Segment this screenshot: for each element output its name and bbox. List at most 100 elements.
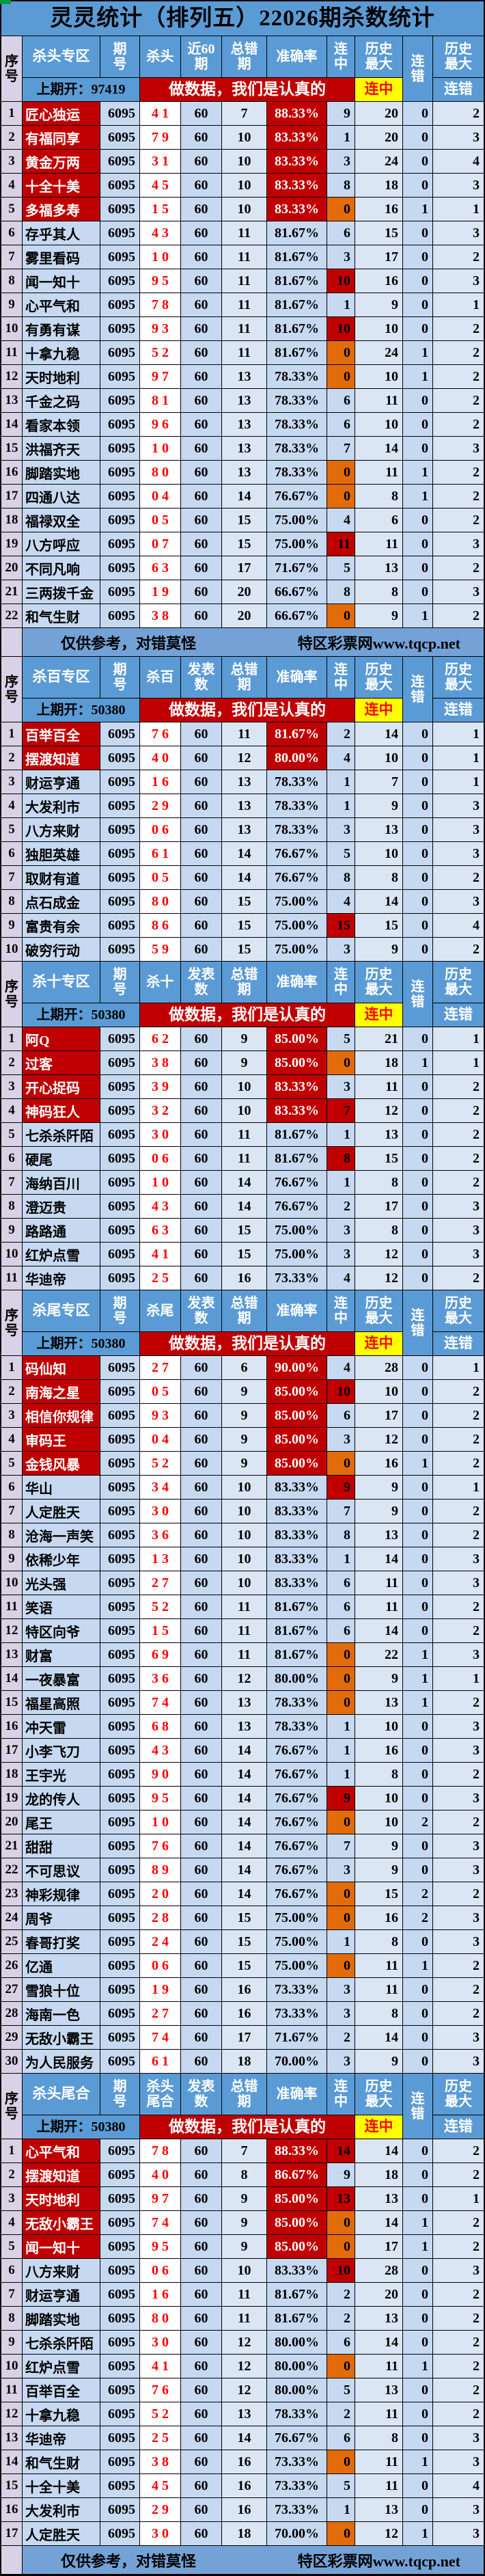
max-miss-streak: 3 (433, 221, 484, 245)
max-hit-streak: 8 (355, 866, 403, 890)
miss-streak: 0 (403, 1500, 433, 1523)
miss-streak: 0 (403, 1978, 433, 2002)
table-row: 19 龙的传人 6095 9 5 60 14 76.67% 9 10 0 3 (1, 1787, 484, 1811)
published-count: 60 (181, 2187, 222, 2211)
accuracy-rate: 78.33% (267, 413, 327, 437)
miss-streak: 0 (403, 2259, 433, 2283)
period-value: 6095 (100, 1882, 140, 1906)
hit-streak: 1 (327, 794, 355, 818)
col-header-miss-streak: 连 错 (403, 36, 433, 102)
last-draw-label: 上期开：50380 (23, 699, 140, 722)
accuracy-rate: 76.67% (267, 1763, 327, 1787)
hit-streak: 6 (327, 1404, 355, 1428)
max-miss-streak: 2 (433, 1595, 484, 1619)
table-row: 3 天时地利 6095 9 7 60 9 85.00% 13 13 0 1 (1, 2187, 484, 2211)
hit-streak: 2 (327, 2283, 355, 2307)
total-errors: 13 (222, 818, 267, 842)
published-count: 60 (181, 293, 222, 317)
col-header-published: 发表 数 (181, 1290, 222, 1332)
published-count: 60 (181, 842, 222, 866)
total-errors: 15 (222, 1219, 267, 1243)
table-row: 1 阿Q 6095 6 2 60 9 85.00% 5 21 0 1 (1, 1027, 484, 1051)
total-errors: 15 (222, 1906, 267, 1930)
col-header-total-errors: 总错 期 (222, 962, 267, 1003)
table-row: 26 亿通 6095 0 6 60 15 75.00% 0 11 1 2 (1, 1954, 484, 1978)
miss-streak: 1 (403, 461, 433, 485)
max-miss-streak: 2 (433, 1428, 484, 1452)
accuracy-rate: 85.00% (267, 2211, 327, 2235)
table-row: 8 澄迈贵 6095 4 3 60 14 76.67% 2 17 0 3 (1, 1195, 484, 1219)
max-hit-streak: 13 (355, 2187, 403, 2211)
miss-streak: 0 (403, 866, 433, 890)
expert-name: 春哥打奖 (23, 1930, 100, 1954)
max-miss-streak: 2 (433, 1266, 484, 1290)
row-index: 4 (1, 1428, 23, 1452)
max-hit-streak: 16 (355, 1906, 403, 1930)
published-count: 60 (181, 914, 222, 938)
miss-streak: 0 (403, 1123, 433, 1147)
hit-streak: 6 (327, 2331, 355, 2355)
accuracy-rate: 85.00% (267, 2235, 327, 2259)
published-count: 60 (181, 1500, 222, 1523)
kill-numbers: 0 5 (140, 509, 181, 532)
table-row: 9 依稀少年 6095 1 3 60 10 83.33% 1 14 0 3 (1, 1547, 484, 1571)
accuracy-rate: 80.00% (267, 2331, 327, 2355)
disclaimer-text: 仅供参考，对错莫怪 (61, 634, 197, 652)
accuracy-rate: 83.33% (267, 2259, 327, 2283)
table-row: 17 人定胜天 6095 3 0 60 18 70.00% 0 12 1 3 (1, 2522, 484, 2546)
accuracy-rate: 85.00% (267, 2187, 327, 2211)
miss-streak: 0 (403, 1547, 433, 1571)
total-errors: 13 (222, 437, 267, 461)
footer-note-bar: 仅供参考，对错莫怪 特区彩票网www.tqcp.net (23, 628, 484, 657)
col-header-max-miss: 历史 最大 (433, 657, 484, 699)
total-errors: 9 (222, 1380, 267, 1404)
period-value: 6095 (100, 102, 140, 126)
miss-streak: 1 (403, 604, 433, 628)
miss-streak: 0 (403, 914, 433, 938)
miss-streak: 0 (403, 1266, 433, 1290)
max-hit-streak: 20 (355, 102, 403, 126)
miss-streak: 0 (403, 1219, 433, 1243)
expert-name: 华迪帝 (23, 2426, 100, 2450)
hit-streak: 4 (327, 1266, 355, 1290)
hit-streak: 7 (327, 1834, 355, 1858)
col-header-index: 序 号 (1, 962, 23, 1027)
miss-streak: 0 (403, 1356, 433, 1380)
col-header-miss-streak: 连 错 (403, 962, 433, 1027)
site-link[interactable]: 特区彩票网www.tqcp.net (297, 634, 460, 652)
col-header-hit-streak: 连 中 (327, 962, 355, 1003)
kill-numbers: 0 6 (140, 1954, 181, 1978)
period-value: 6095 (100, 2259, 140, 2283)
table-row: 4 大发利市 6095 2 9 60 13 78.33% 1 9 0 3 (1, 794, 484, 818)
hit-streak: 6 (327, 221, 355, 245)
period-value: 6095 (100, 2378, 140, 2402)
total-errors: 14 (222, 1787, 267, 1811)
hit-streak: 0 (327, 1906, 355, 1930)
published-count: 60 (181, 2402, 222, 2426)
max-hit-streak: 14 (355, 2331, 403, 2355)
col-header-miss-streak: 连 错 (403, 1290, 433, 1356)
max-hit-streak: 28 (355, 1356, 403, 1380)
expert-name: 无敌小霸王 (23, 2211, 100, 2235)
expert-name: 福禄双全 (23, 509, 100, 532)
expert-name: 为人民服务 (23, 2050, 100, 2074)
miss-streak: 1 (403, 2235, 433, 2259)
hit-streak: 1 (327, 1547, 355, 1571)
accuracy-rate: 76.67% (267, 1882, 327, 1906)
miss-streak: 0 (403, 2283, 433, 2307)
published-count: 60 (181, 580, 222, 604)
miss-streak: 0 (403, 556, 433, 580)
period-value: 6095 (100, 2050, 140, 2074)
kill-numbers: 6 1 (140, 842, 181, 866)
site-link[interactable]: 特区彩票网www.tqcp.net (297, 2552, 460, 2570)
kill-numbers: 9 5 (140, 1787, 181, 1811)
period-value: 6095 (100, 1571, 140, 1595)
expert-name: 依稀少年 (23, 1547, 100, 1571)
max-miss-streak: 1 (433, 1476, 484, 1500)
expert-name: 不可思议 (23, 1858, 100, 1882)
kill-numbers: 3 6 (140, 1523, 181, 1547)
max-miss-streak: 3 (433, 794, 484, 818)
published-count: 60 (181, 1834, 222, 1858)
max-hit-streak: 18 (355, 174, 403, 198)
row-index: 2 (1, 2163, 23, 2187)
